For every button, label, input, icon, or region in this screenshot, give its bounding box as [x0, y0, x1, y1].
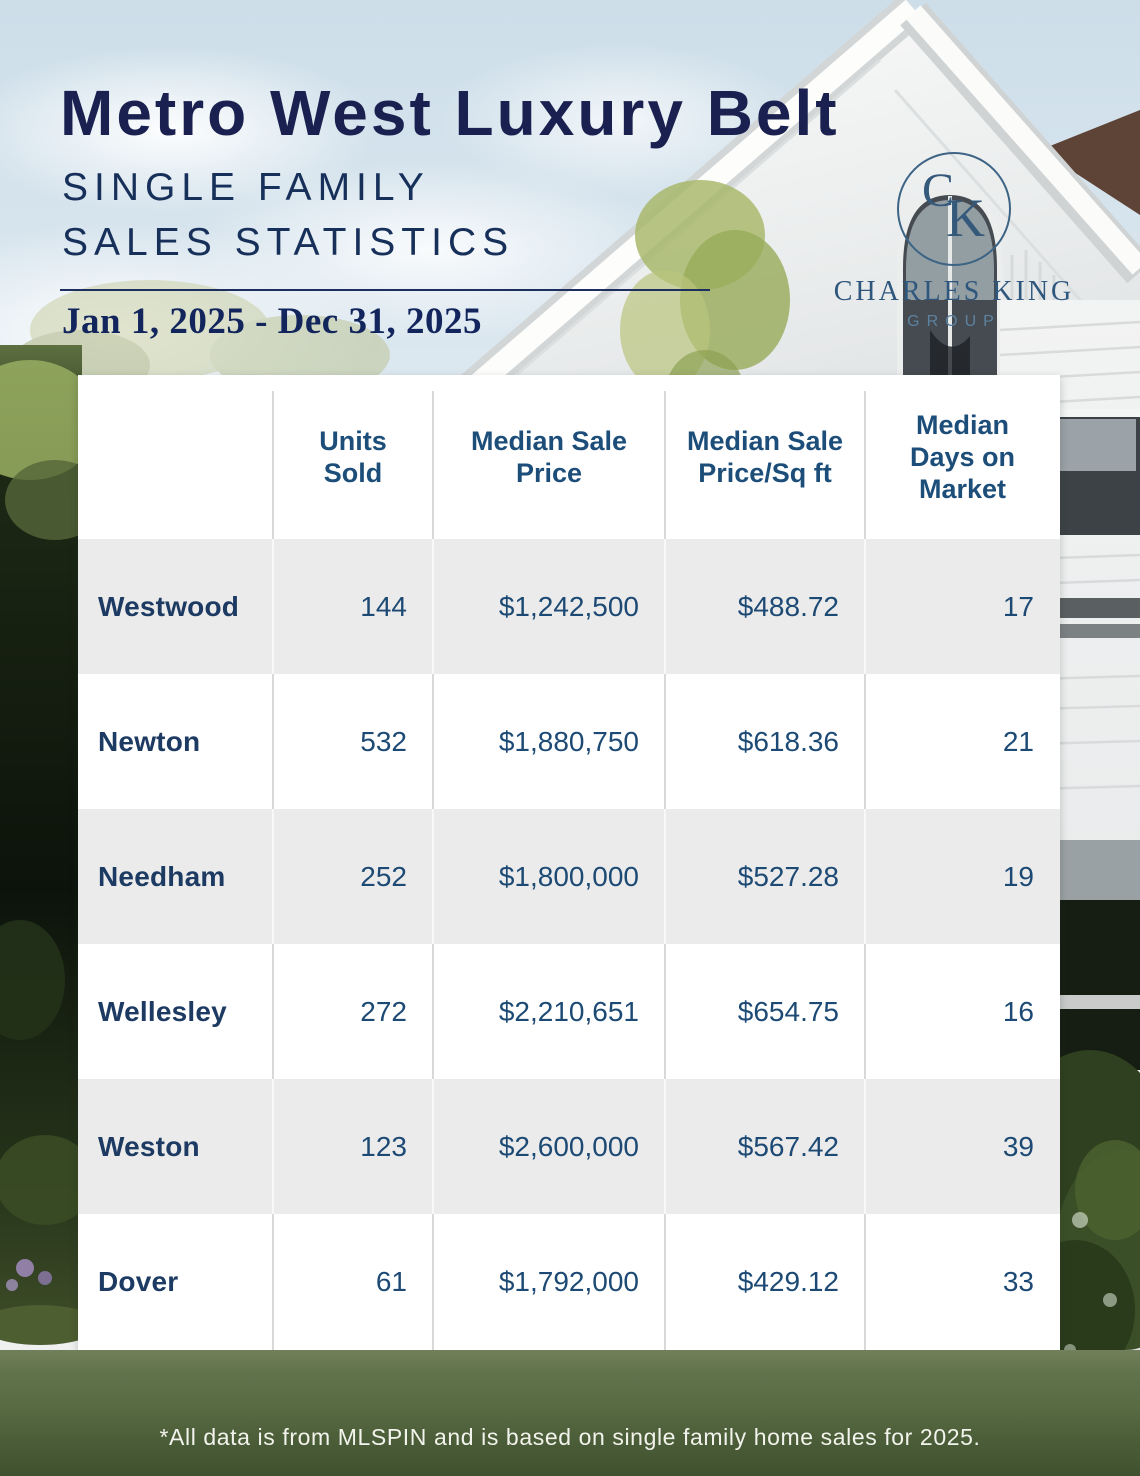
charles-king-logo: C K CHARLES KING GROUP: [828, 145, 1080, 340]
stats-table: Units Sold Median Sale Price Median Sale…: [78, 375, 1060, 1371]
subtitle-line-2: SALES STATISTICS: [62, 221, 515, 264]
town-name: Wellesley: [98, 995, 227, 1027]
median-days-on-market-value: 17: [1002, 590, 1034, 622]
page-title: Metro West Luxury Belt: [60, 77, 840, 149]
median-sale-price-value: $1,792,000: [498, 1265, 639, 1297]
median-sale-price-sqft-value: $488.72: [737, 590, 839, 622]
date-range: Jan 1, 2025 - Dec 31, 2025: [62, 301, 482, 342]
subtitle-line-1: SINGLE FAMILY: [62, 166, 430, 209]
col-header-median-sale-price-sqft: Median Sale Price/Sq ft: [686, 426, 844, 488]
town-name: Needham: [98, 860, 226, 892]
median-sale-price-value: $2,600,000: [498, 1130, 639, 1162]
units-sold-value: 144: [360, 590, 407, 622]
table-row-dover: Dover 61 $1,792,000 $429.12 33: [78, 1214, 1060, 1349]
median-days-on-market-value: 33: [1002, 1265, 1034, 1297]
table-header-row: Units Sold Median Sale Price Median Sale…: [78, 375, 1060, 539]
median-sale-price-sqft-value: $567.42: [737, 1130, 839, 1162]
footer-disclaimer: *All data is from MLSPIN and is based on…: [159, 1424, 981, 1450]
median-days-on-market-value: 21: [1002, 725, 1034, 757]
logo-name: CHARLES KING: [833, 276, 1075, 307]
median-days-on-market-value: 16: [1002, 995, 1034, 1027]
col-header-median-days-on-market: Median Days on Market: [909, 410, 1016, 504]
median-sale-price-value: $2,210,651: [498, 995, 639, 1027]
median-sale-price-sqft-value: $654.75: [737, 995, 839, 1027]
median-sale-price-value: $1,242,500: [498, 590, 639, 622]
median-sale-price-value: $1,800,000: [498, 860, 639, 892]
units-sold-value: 252: [360, 860, 407, 892]
median-sale-price-sqft-value: $429.12: [737, 1265, 839, 1297]
units-sold-value: 532: [360, 725, 407, 757]
column-divider: [664, 391, 666, 1350]
column-divider: [272, 391, 274, 1350]
grass-lawn: [0, 1350, 1140, 1476]
logo-subname: GROUP: [907, 313, 1001, 330]
units-sold-value: 61: [375, 1265, 407, 1297]
col-header-median-sale-price: Median Sale Price: [470, 426, 628, 488]
logo-monogram-circle-icon: [897, 152, 1011, 266]
col-header-units-sold: Units Sold: [319, 426, 387, 488]
neighbor-roof: [1040, 110, 1140, 215]
median-sale-price-sqft-value: $527.28: [737, 860, 839, 892]
town-name: Westwood: [98, 590, 240, 622]
table-row-newton: Newton 532 $1,880,750 $618.36 21: [78, 674, 1060, 809]
table-row-needham: Needham 252 $1,800,000 $527.28 19: [78, 809, 1060, 944]
column-divider: [432, 391, 434, 1350]
median-sale-price-value: $1,880,750: [498, 725, 639, 757]
town-name: Dover: [98, 1265, 179, 1297]
table-row-weston: Weston 123 $2,600,000 $567.42 39: [78, 1079, 1060, 1214]
town-name: Weston: [98, 1130, 200, 1162]
divider-rule: [60, 289, 710, 291]
logo-monogram-c: C: [922, 164, 955, 217]
median-days-on-market-value: 39: [1002, 1130, 1034, 1162]
column-divider: [864, 391, 866, 1350]
table-row-westwood: Westwood 144 $1,242,500 $488.72 17: [78, 539, 1060, 674]
town-name: Newton: [98, 725, 201, 757]
median-sale-price-sqft-value: $618.36: [737, 725, 839, 757]
page-subtitle: SINGLE FAMILY SALES STATISTICS: [62, 160, 514, 270]
left-foliage: [0, 345, 105, 1345]
units-sold-value: 272: [360, 995, 407, 1027]
table-row-wellesley: Wellesley 272 $2,210,651 $654.75 16: [78, 944, 1060, 1079]
units-sold-value: 123: [360, 1130, 407, 1162]
median-days-on-market-value: 19: [1002, 860, 1034, 892]
logo-monogram-k: K: [946, 188, 985, 248]
